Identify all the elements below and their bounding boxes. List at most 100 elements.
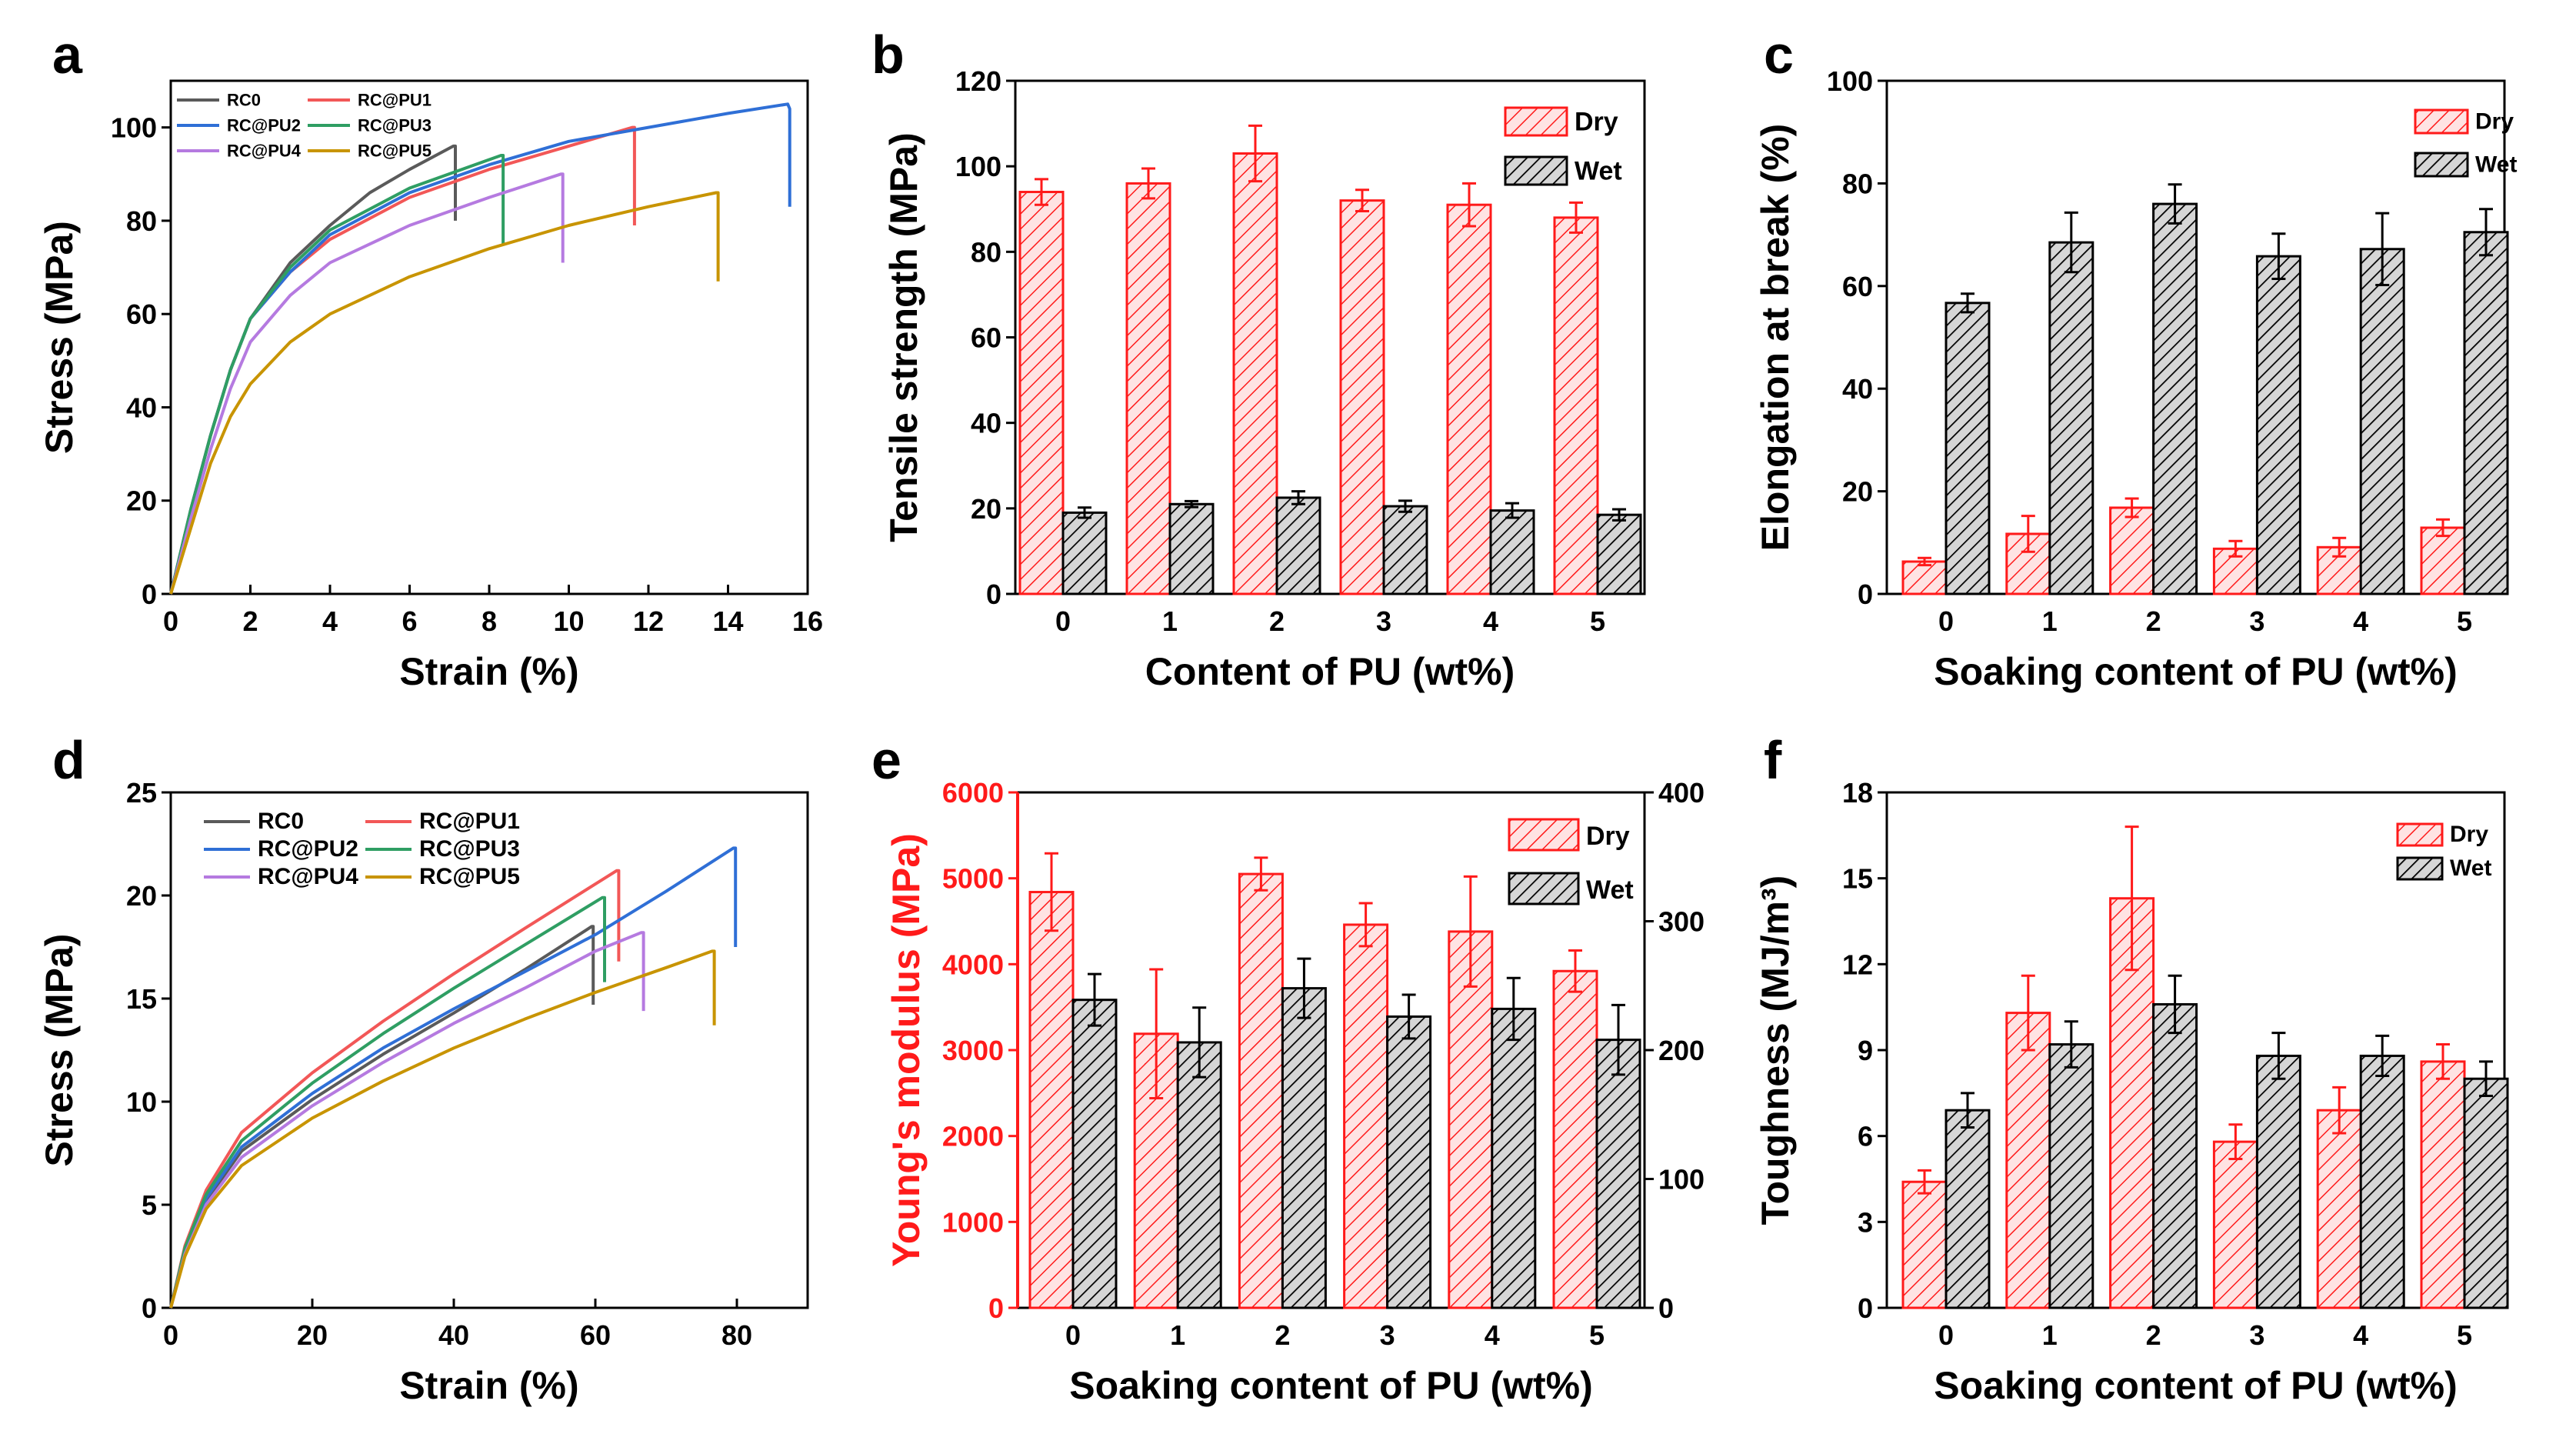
x-tick-label-f: 1 [2042, 1319, 2058, 1351]
y-axis-title-c: Elongation at break (%) [1754, 124, 1797, 552]
x-tick-label-c: 0 [1938, 605, 1954, 637]
legend-label-d-1: RC@PU1 [419, 809, 520, 834]
y-tick-label-right-e: 400 [1658, 777, 1705, 809]
bar-wet-c-0 [1944, 302, 1991, 595]
x-tick-label-d: 60 [580, 1319, 611, 1351]
bar-dry-f-1 [2005, 1012, 2051, 1309]
legend-label-dry-c: Dry [2475, 109, 2514, 135]
y-tick-label-left-e: 3000 [942, 1035, 1004, 1066]
legend-label-wet-c: Wet [2475, 152, 2517, 178]
x-tick-label-e: 5 [1589, 1319, 1605, 1351]
legend-label-d-4: RC@PU4 [258, 864, 358, 889]
y-tick-label-right-e: 200 [1658, 1035, 1705, 1066]
x-tick-label-b: 4 [1483, 605, 1498, 637]
x-tick-label-e: 0 [1065, 1319, 1081, 1351]
series-line-a-4 [169, 172, 565, 595]
panel-label-d: d [52, 730, 85, 790]
bar-dry-f-3 [2212, 1140, 2258, 1309]
y-tick-label-left-b: 80 [971, 236, 1001, 268]
y-tick-label-left-b: 0 [986, 579, 1001, 610]
legend-label-a-0: RC0 [227, 91, 261, 110]
y-tick-label-left-a: 0 [142, 579, 157, 610]
x-tick-label-a: 2 [242, 605, 258, 637]
bar-wet-e-1 [1176, 1041, 1222, 1309]
panel-label-a: a [52, 25, 83, 85]
y-axis-title-e: Young's modulus (MPa) [885, 833, 928, 1267]
bar-dry-e-3 [1343, 923, 1389, 1309]
bar-dry-b-3 [1339, 199, 1385, 595]
chart-panel-b: 0 20 40 60 80 100 120 0 1 2 3 4 5 Dry Wet Content of PU… [882, 65, 1646, 693]
bar-dry-b-2 [1232, 152, 1278, 595]
bar-wet-e-4 [1491, 1007, 1537, 1309]
x-tick-label-e: 3 [1380, 1319, 1395, 1351]
bar-dry-c-2 [2109, 506, 2155, 595]
x-tick-label-a: 6 [402, 605, 417, 637]
bar-dry-e-4 [1448, 930, 1494, 1309]
bar-wet-f-2 [2152, 1002, 2198, 1309]
panel-label-f: f [1764, 730, 1782, 790]
x-tick-label-f: 5 [2457, 1319, 2472, 1351]
y-tick-label-left-a: 100 [111, 112, 157, 144]
series-line-d-5 [169, 949, 716, 1309]
bar-dry-b-0 [1018, 191, 1065, 595]
x-tick-label-a: 0 [163, 605, 178, 637]
x-tick-label-a: 12 [633, 605, 664, 637]
series-line-d-4 [169, 931, 645, 1309]
y-tick-label-left-a: 60 [126, 298, 157, 330]
legend-swatch-wet-f [2396, 856, 2444, 881]
legend-label-d-0: RC0 [258, 809, 304, 834]
x-tick-label-d: 40 [438, 1319, 469, 1351]
legend-swatch-dry-f [2396, 822, 2444, 847]
bar-dry-c-0 [1901, 560, 1948, 595]
x-tick-label-e: 2 [1275, 1319, 1290, 1351]
y-tick-label-left-c: 100 [1827, 65, 1873, 97]
x-tick-label-a: 14 [712, 605, 743, 637]
x-tick-label-b: 5 [1590, 605, 1605, 637]
series-line-a-5 [169, 191, 720, 595]
bar-wet-f-0 [1944, 1109, 1991, 1309]
bar-wet-f-4 [2359, 1054, 2405, 1309]
series-line-d-2 [169, 846, 738, 1309]
bar-wet-c-5 [2463, 231, 2509, 595]
y-axis-title-f: Toughness (MJ/m³) [1754, 875, 1797, 1226]
bar-wet-e-3 [1386, 1015, 1432, 1309]
x-tick-label-f: 2 [2146, 1319, 2161, 1351]
x-tick-label-b: 1 [1162, 605, 1178, 637]
bar-wet-c-1 [2048, 241, 2094, 595]
bar-dry-f-4 [2316, 1109, 2362, 1309]
bar-wet-f-5 [2463, 1077, 2509, 1309]
y-tick-label-left-e: 4000 [942, 949, 1004, 980]
series-line-a-3 [169, 154, 505, 595]
legend-label-d-5: RC@PU5 [419, 864, 520, 889]
legend-swatch-wet-b [1504, 155, 1568, 186]
x-tick-label-d: 20 [297, 1319, 328, 1351]
chart-panel-d: 0 5 10 15 20 25 0 20 40 60 80 RC0 RC@PU1 RC@PU2 RC@PU3… [38, 777, 809, 1407]
y-tick-label-left-c: 0 [1858, 579, 1873, 610]
legend-swatch-dry-e [1508, 818, 1580, 852]
y-tick-label-left-c: 20 [1842, 476, 1873, 508]
x-tick-label-b: 3 [1376, 605, 1391, 637]
y-tick-label-left-f: 3 [1858, 1206, 1873, 1238]
series-line-a-0 [169, 144, 457, 595]
bar-wet-c-3 [2255, 255, 2301, 595]
y-tick-label-left-b: 120 [955, 65, 1001, 97]
x-axis-title-b: Content of PU (wt%) [1145, 650, 1515, 693]
bar-wet-c-4 [2359, 248, 2405, 595]
x-tick-label-f: 3 [2249, 1319, 2264, 1351]
y-tick-label-left-f: 0 [1858, 1292, 1873, 1324]
x-tick-label-a: 4 [322, 605, 338, 637]
bar-dry-e-0 [1028, 891, 1075, 1309]
legend-label-d-3: RC@PU3 [419, 836, 520, 862]
y-tick-label-left-d: 5 [142, 1189, 157, 1221]
series-line-a-2 [169, 102, 791, 595]
y-tick-label-left-b: 20 [971, 493, 1001, 525]
x-tick-label-c: 3 [2249, 605, 2264, 637]
series-line-d-0 [169, 925, 595, 1309]
bar-wet-b-2 [1275, 496, 1321, 595]
y-tick-label-left-b: 100 [955, 151, 1001, 182]
y-tick-label-left-d: 20 [126, 880, 157, 912]
plot-frame-d [169, 791, 809, 1309]
legend-label-d-2: RC@PU2 [258, 836, 358, 862]
bar-wet-b-5 [1596, 513, 1642, 595]
